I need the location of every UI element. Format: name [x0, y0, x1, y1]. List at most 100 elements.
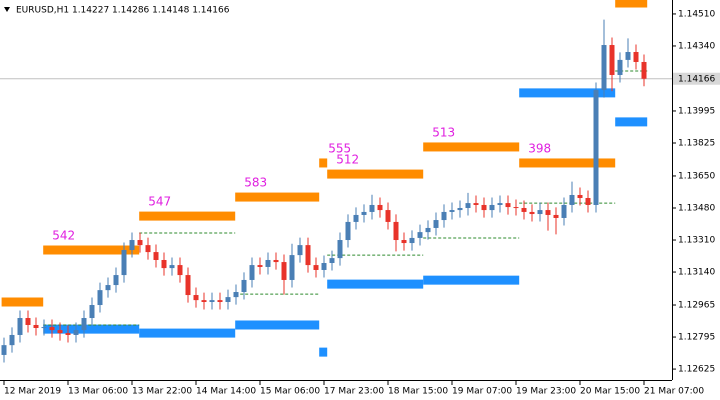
candle-body [89, 305, 95, 319]
candle-body [273, 259, 279, 263]
candle-body [97, 290, 103, 306]
level-zone [615, 117, 648, 127]
candle-body [521, 207, 527, 212]
candle-body [561, 204, 567, 218]
level-zone [43, 245, 140, 255]
zone-label: 555 [328, 141, 351, 155]
candle-body [81, 318, 87, 331]
level-zone [235, 320, 320, 330]
current-price-box [673, 72, 720, 85]
x-tick-label: 17 Mar 23:00 [324, 387, 384, 397]
candle-body [617, 59, 623, 75]
candle-body [425, 227, 431, 233]
candle-body [105, 285, 111, 291]
level-zone [1, 297, 44, 307]
x-tick-label: 13 Mar 22:00 [132, 387, 192, 397]
candle-body [201, 300, 207, 303]
candle-body [641, 61, 647, 79]
y-tick-label: 1.12795 [678, 333, 715, 343]
candle-body [41, 327, 47, 329]
current-price-label: 1.14166 [678, 74, 715, 84]
candle-body [393, 221, 399, 241]
candle-body [121, 250, 127, 276]
chart-title: EURUSD,H1 1.14227 1.14286 1.14148 1.1416… [16, 6, 230, 16]
candle-body [577, 194, 583, 199]
candle-body [1, 345, 7, 355]
zone-label: 583 [244, 176, 267, 190]
candle-body [57, 330, 63, 334]
candle-body [225, 297, 231, 303]
candle-body [209, 300, 215, 303]
level-zone [319, 347, 328, 357]
candle-body [625, 51, 631, 60]
candle-body [353, 214, 359, 222]
candle-body [321, 263, 327, 270]
symbol-icon [4, 7, 10, 12]
level-zone [319, 158, 328, 168]
x-tick-label: 15 Mar 06:00 [260, 387, 320, 397]
candle-body [513, 207, 519, 209]
level-zone [615, 0, 648, 8]
candle-body [401, 240, 407, 244]
candle-body [185, 275, 191, 296]
candle-body [553, 214, 559, 218]
candle-body [145, 245, 151, 253]
x-tick-label: 12 Mar 2019 [4, 387, 61, 397]
candle-body [161, 259, 167, 269]
candle-body [409, 237, 415, 244]
level-zone [139, 211, 236, 221]
candle-body [545, 210, 551, 215]
zone-label: 398 [528, 141, 551, 155]
candle-body [465, 203, 471, 208]
level-zone [423, 275, 520, 285]
x-tick-label: 20 Mar 15:00 [580, 387, 640, 397]
x-tick-label: 18 Mar 15:00 [388, 387, 448, 397]
candle-body [601, 45, 607, 91]
candle-body [289, 255, 295, 280]
candle-body [9, 334, 15, 346]
candle-body [385, 210, 391, 222]
candle-body [249, 265, 255, 280]
zone-label: 513 [432, 125, 455, 139]
candle-body [633, 51, 639, 62]
candle-body [537, 210, 543, 215]
x-tick-label: 21 Mar 07:00 [644, 387, 704, 397]
candle-body [361, 211, 367, 215]
candle-body [457, 207, 463, 211]
candle-body [329, 258, 335, 264]
candle-body [369, 204, 375, 212]
candle-body [49, 327, 55, 331]
candle-body [297, 245, 303, 256]
candle-body [25, 318, 31, 325]
candle-body [449, 210, 455, 212]
y-tick-label: 1.14340 [678, 41, 715, 51]
candle-body [305, 245, 311, 266]
x-tick-label: 13 Mar 06:00 [68, 387, 128, 397]
y-tick-label: 1.12965 [678, 301, 715, 311]
y-tick-label: 1.13825 [678, 138, 715, 148]
y-tick-label: 1.13650 [678, 171, 715, 181]
candle-body [281, 262, 287, 280]
level-zone [519, 88, 616, 98]
y-tick-label: 1.13995 [678, 106, 715, 116]
candle-body [313, 265, 319, 270]
candle-body [169, 265, 175, 269]
x-tick-label: 19 Mar 07:00 [452, 387, 512, 397]
candle-body [569, 194, 575, 205]
candle-body [233, 292, 239, 298]
candle-body [337, 240, 343, 259]
candle-body [433, 220, 439, 228]
zone-label: 512 [336, 153, 359, 167]
candle-body [241, 279, 247, 293]
y-tick-label: 1.14510 [678, 9, 715, 19]
level-zone [43, 324, 140, 334]
level-zone [327, 169, 424, 179]
candle-body [529, 211, 535, 215]
candle-body [585, 198, 591, 205]
candle-body [489, 204, 495, 211]
candle-body [377, 204, 383, 211]
candle-body [17, 318, 23, 335]
candle-body [257, 265, 263, 267]
level-zone [235, 192, 320, 202]
x-tick-label: 14 Mar 14:00 [196, 387, 256, 397]
